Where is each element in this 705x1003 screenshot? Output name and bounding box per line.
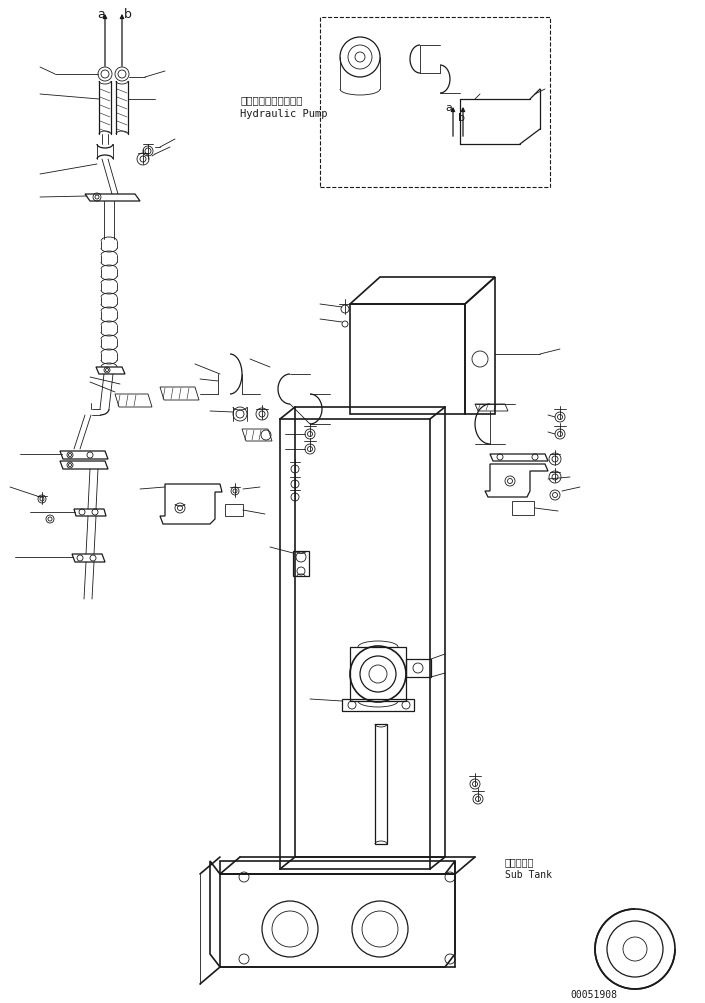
Bar [375,724,387,845]
Text: b: b [458,113,465,123]
Bar [225,505,243,517]
Text: Sub Tank: Sub Tank [505,870,552,879]
Bar [406,659,431,677]
Bar [293,552,309,577]
Text: ハイドロリックポンプ: ハイドロリックポンプ [240,95,302,105]
Bar [320,18,550,188]
Bar [512,502,534,516]
Text: Hydraulic Pump: Hydraulic Pump [240,109,328,119]
Bar [350,305,465,414]
Text: a: a [445,103,452,113]
Bar [350,647,406,701]
Text: a: a [97,7,105,20]
Text: b: b [124,7,132,20]
Text: 00051908: 00051908 [570,989,617,999]
Bar [342,699,414,711]
Text: サブタンク: サブタンク [505,857,534,867]
